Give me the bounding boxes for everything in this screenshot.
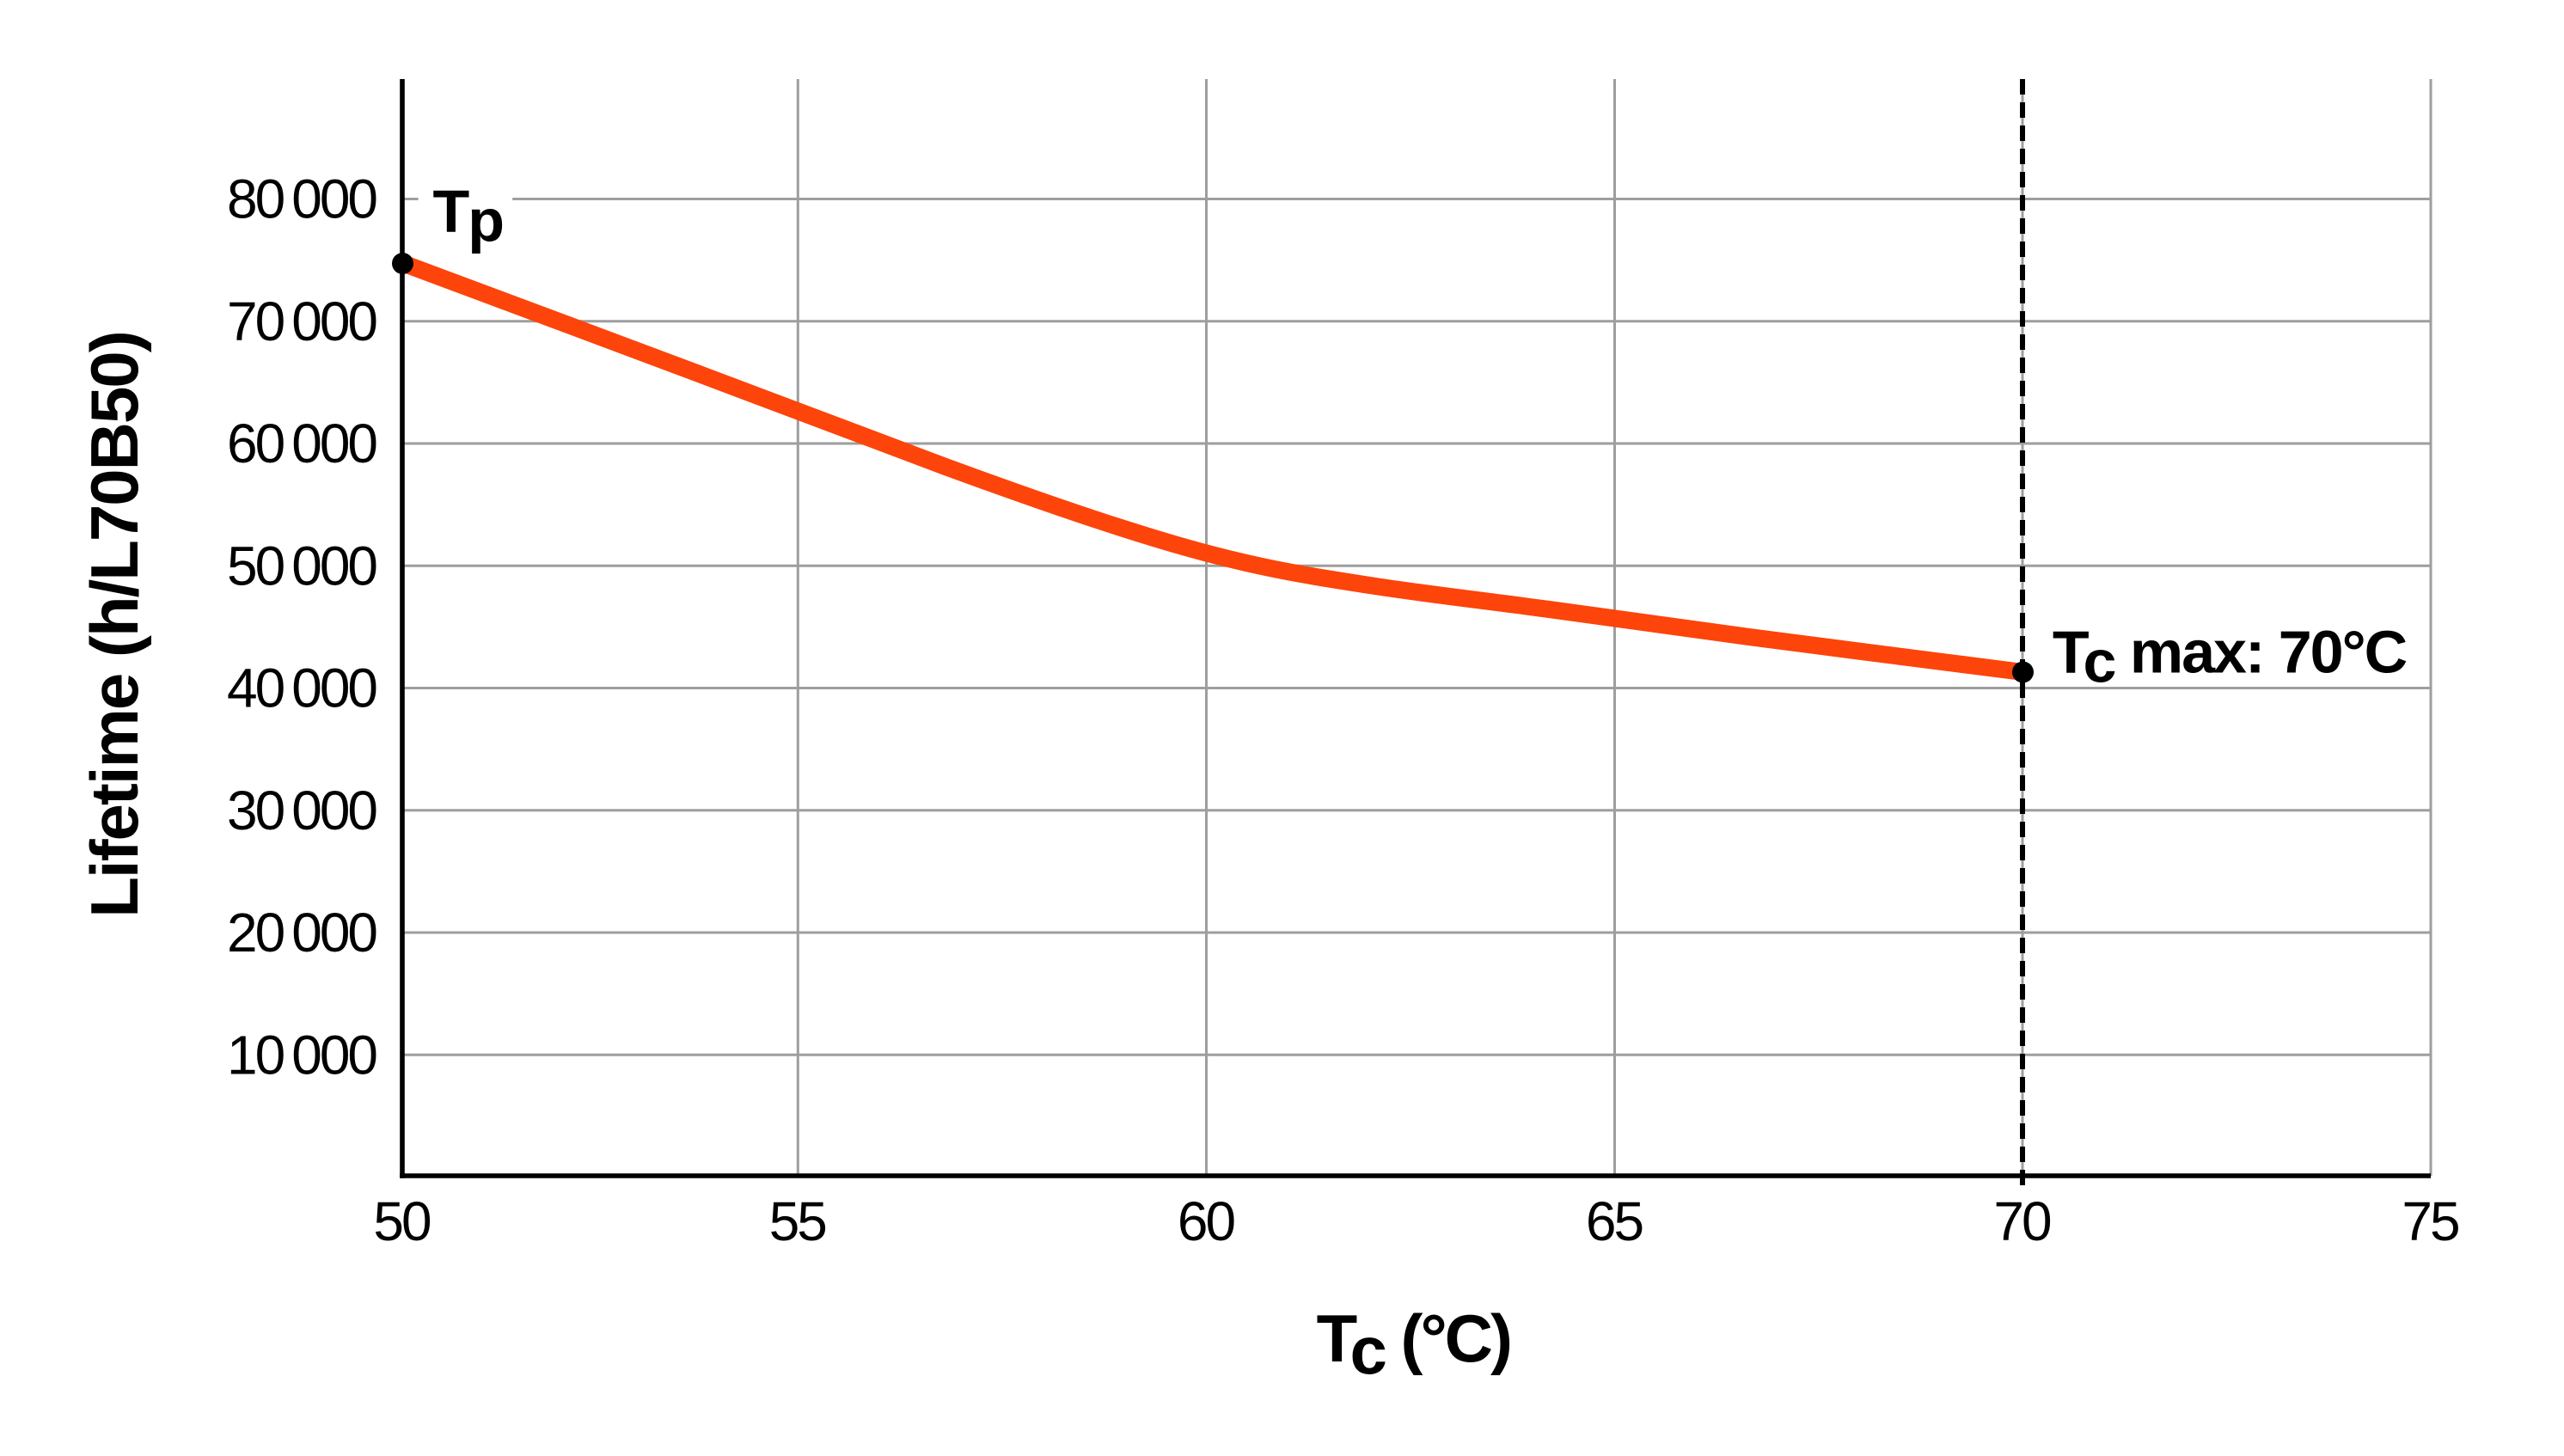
svg-text:50: 50 — [373, 1190, 431, 1252]
svg-text:Tc max: 70°C: Tc max: 70°C — [2053, 618, 2407, 694]
svg-text:65: 65 — [1586, 1190, 1643, 1252]
svg-text:60: 60 — [1178, 1190, 1235, 1252]
svg-text:Tp: Tp — [433, 177, 504, 254]
svg-text:75: 75 — [2402, 1190, 2458, 1252]
svg-text:55: 55 — [769, 1190, 826, 1252]
svg-text:70: 70 — [1993, 1190, 2051, 1252]
svg-text:Lifetime (h/L70B50): Lifetime (h/L70B50) — [76, 332, 152, 917]
svg-text:Tc (°C): Tc (°C) — [1317, 1300, 1510, 1388]
